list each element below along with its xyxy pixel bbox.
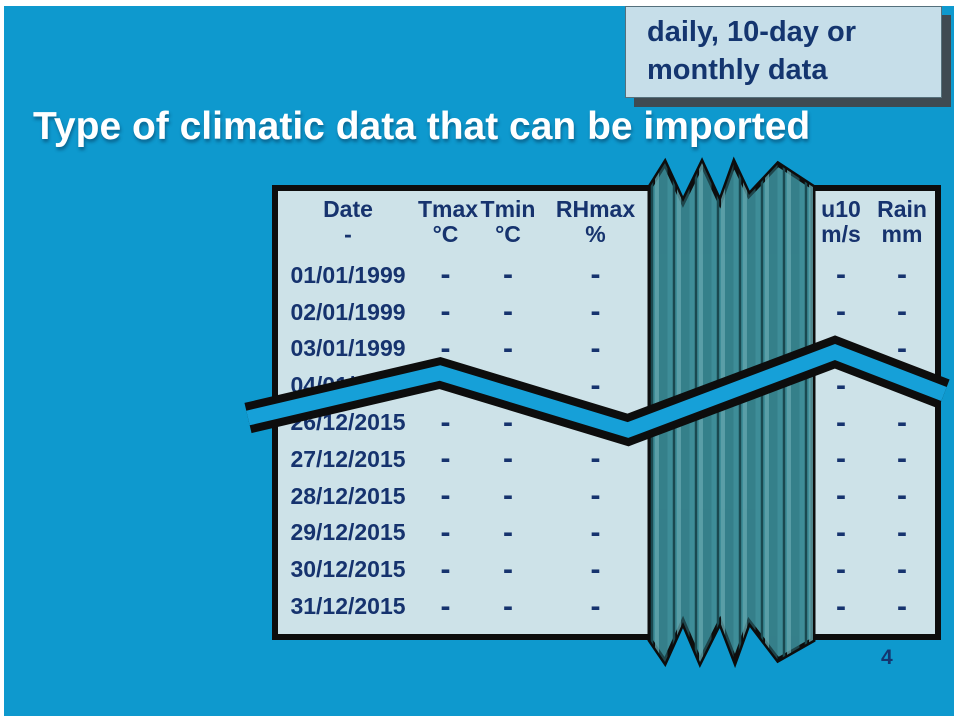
value-placeholder: - xyxy=(836,515,846,549)
column-name: Tmin xyxy=(480,196,536,222)
page-title: Type of climatic data that can be import… xyxy=(33,105,811,148)
column-unit: °C xyxy=(432,221,459,247)
value-placeholder: - xyxy=(590,479,601,513)
date-cell: 02/01/1999 xyxy=(290,298,406,325)
value-placeholder: - xyxy=(897,589,907,623)
column-header: u10 m/s xyxy=(812,193,870,249)
column-name: Rain xyxy=(877,196,927,222)
value-placeholder: - xyxy=(503,258,513,292)
value-placeholder: - xyxy=(836,552,846,586)
date-cell: 01/01/1999 xyxy=(290,261,406,288)
value-placeholder: - xyxy=(836,589,846,623)
date-cell: 30/12/2015 xyxy=(290,556,406,583)
value-placeholder: - xyxy=(897,552,907,586)
value-placeholder: - xyxy=(440,442,451,476)
value-placeholder: - xyxy=(836,368,846,402)
tear-band-graphic xyxy=(244,335,950,447)
table-row: 01/01/1999 - - - xyxy=(278,257,656,294)
value-placeholder: - xyxy=(590,442,601,476)
value-placeholder: - xyxy=(590,295,601,329)
value-placeholder: - xyxy=(440,589,451,623)
column-header: Rain mm xyxy=(870,193,934,249)
value-placeholder: - xyxy=(836,295,846,329)
column-unit: % xyxy=(585,221,606,247)
value-placeholder: - xyxy=(897,515,907,549)
table-row: 28/12/2015 - - - xyxy=(278,478,656,515)
value-placeholder: - xyxy=(503,479,513,513)
table-row: 02/01/1999 - - - xyxy=(278,294,656,331)
value-placeholder: - xyxy=(503,515,513,549)
date-cell: 31/12/2015 xyxy=(290,593,406,620)
table-row: 31/12/2015 - - - xyxy=(278,588,656,625)
column-name: RHmax xyxy=(555,196,636,222)
value-placeholder: - xyxy=(897,479,907,513)
value-placeholder: - xyxy=(897,442,907,476)
value-placeholder: - xyxy=(590,368,601,402)
column-unit: mm xyxy=(881,221,923,247)
table-header-right: u10 m/s Rain mm xyxy=(812,191,935,249)
value-placeholder: - xyxy=(590,258,601,292)
table-row: -- xyxy=(812,404,935,441)
value-placeholder: - xyxy=(503,442,513,476)
value-placeholder: - xyxy=(503,552,513,586)
column-unit: m/s xyxy=(821,221,861,247)
table-row: -- xyxy=(812,551,935,588)
date-cell: 27/12/2015 xyxy=(290,445,406,472)
column-name: Date xyxy=(323,196,373,222)
value-placeholder: - xyxy=(440,258,451,292)
table-row: -- xyxy=(812,441,935,478)
table-header-left: Date - Tmax °C Tmin °C RHmax% xyxy=(278,191,656,249)
column-header: Tmax °C xyxy=(418,193,479,249)
callout-line2: monthly data xyxy=(647,53,828,86)
column-header: Date - xyxy=(278,193,418,249)
page-number: 4 xyxy=(881,646,893,669)
table-row: 29/12/2015 - - - xyxy=(278,515,656,552)
table-row: -- xyxy=(812,294,935,331)
value-placeholder: - xyxy=(836,258,846,292)
value-placeholder: - xyxy=(503,589,513,623)
callout-line1: daily, 10-day or xyxy=(647,16,856,48)
value-placeholder: - xyxy=(440,552,451,586)
table-row: -- xyxy=(812,588,935,625)
value-placeholder: - xyxy=(503,295,513,329)
value-placeholder: - xyxy=(897,331,907,365)
value-placeholder: - xyxy=(590,331,601,365)
table-row: -- xyxy=(812,515,935,552)
table-row: -- xyxy=(812,478,935,515)
value-placeholder: - xyxy=(897,405,907,439)
date-cell: 03/01/1999 xyxy=(290,335,406,362)
value-placeholder: - xyxy=(440,331,451,365)
column-unit: °C xyxy=(495,221,521,247)
climate-table-right-panel: u10 m/s Rain mm -------------------- xyxy=(812,185,941,640)
date-cell: 29/12/2015 xyxy=(290,519,406,546)
value-placeholder: - xyxy=(440,295,451,329)
value-placeholder: - xyxy=(836,442,846,476)
value-placeholder: - xyxy=(503,405,513,439)
value-placeholder: - xyxy=(590,515,601,549)
column-name: u10 xyxy=(821,196,861,222)
value-placeholder: - xyxy=(503,331,513,365)
value-placeholder: - xyxy=(590,589,601,623)
value-placeholder: - xyxy=(440,405,451,439)
value-placeholder: - xyxy=(836,405,846,439)
table-row: 30/12/2015 - - - xyxy=(278,551,656,588)
value-placeholder: - xyxy=(590,552,601,586)
date-cell: 28/12/2015 xyxy=(290,482,406,509)
value-placeholder: - xyxy=(440,479,451,513)
value-placeholder: - xyxy=(897,258,907,292)
value-placeholder: - xyxy=(440,515,451,549)
column-unit: - xyxy=(344,221,352,247)
callout-box: daily, 10-day or monthly data xyxy=(625,6,942,98)
value-placeholder: - xyxy=(897,295,907,329)
table-row: 03/01/1999 - - - xyxy=(278,331,656,368)
column-header: Tmin °C xyxy=(473,193,543,249)
column-header: RHmax% xyxy=(543,193,648,249)
table-row: -- xyxy=(812,257,935,294)
table-row: 27/12/2015 - - - xyxy=(278,441,656,478)
value-placeholder: - xyxy=(836,479,846,513)
column-name: Tmax xyxy=(418,196,479,222)
